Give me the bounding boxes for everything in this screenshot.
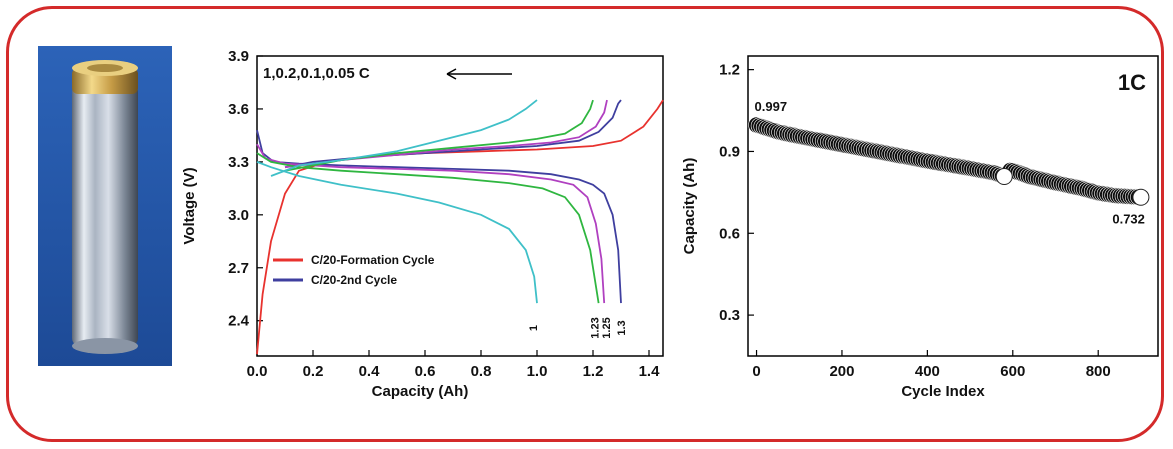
endpoint-capacity-label: 1.25: [601, 317, 613, 338]
x-tick-label: 0.0: [247, 363, 268, 380]
y-axis-label: Voltage (V): [181, 167, 198, 244]
x-tick-label: 1.4: [639, 363, 661, 380]
rate-label: 1C: [1118, 70, 1146, 95]
endpoint-capacity-label: 1: [528, 325, 540, 331]
cycle-data-points: [748, 116, 1150, 206]
x-tick-label: 800: [1086, 363, 1111, 380]
series-4-discharge-line: [256, 161, 538, 304]
y-tick-label: 2.4: [228, 313, 250, 330]
series-3-discharge-line: [256, 152, 600, 304]
cycle-capacity-chart: 0 200 400 600 800 0.3 0.6 0.9 1.2 Cycle Index Capa…: [681, 55, 1159, 400]
x-tick-label: 200: [829, 363, 854, 380]
arrow-head-icon: [446, 68, 457, 80]
rounded-frame: [6, 6, 1164, 442]
series-4-charge-line: [270, 99, 538, 177]
highlight-point: [1132, 188, 1150, 206]
series-0-charge-line: [256, 99, 664, 355]
x-tick-label: 400: [915, 363, 940, 380]
x-tick-label: 600: [1000, 363, 1025, 380]
x-tick-label: 1.2: [583, 363, 604, 380]
x-tick-label: 0.2: [303, 363, 324, 380]
battery-cell-photo: [38, 46, 172, 366]
y-tick-label: 0.3: [719, 307, 740, 324]
y-tick-label: 3.0: [228, 207, 249, 224]
x-axis-label: Capacity (Ah): [372, 383, 469, 400]
end-capacity-label: 0.732: [1112, 211, 1145, 226]
y-tick-label: 2.7: [228, 260, 249, 277]
series-2-charge-line: [284, 99, 608, 169]
y-tick-label: 0.9: [719, 143, 740, 160]
plot-frame: [747, 55, 1159, 357]
x-tick-label: 1.0: [527, 363, 548, 380]
y-axis-label: Capacity (Ah): [681, 158, 698, 255]
voltage-capacity-chart: 0.0 0.2 0.4 0.6 0.8 1.0 1.2 1.4 2.4 2.7 3.0 3.3 3.6 3…: [181, 48, 664, 400]
x-tick-label: 0: [752, 363, 760, 380]
highlight-point: [995, 168, 1013, 186]
y-tick-label: 3.3: [228, 154, 249, 171]
series-2-discharge-line: [256, 143, 606, 304]
y-tick-label: 1.2: [719, 62, 740, 79]
endpoint-capacity-label: 1.23: [590, 317, 602, 338]
x-axis-label: Cycle Index: [901, 383, 985, 400]
series-1-charge-line: [284, 99, 622, 169]
start-capacity-label: 0.997: [755, 99, 788, 114]
x-tick-label: 0.8: [471, 363, 492, 380]
plot-frame: [256, 55, 664, 357]
x-tick-label: 0.6: [415, 363, 436, 380]
rates-annotation: 1,0.2,0.1,0.05 C: [263, 65, 370, 82]
x-tick-label: 0.4: [359, 363, 381, 380]
y-tick-label: 3.9: [228, 48, 249, 65]
legend-label: C/20-Formation Cycle: [311, 253, 435, 267]
y-tick-label: 3.6: [228, 101, 249, 118]
y-tick-label: 0.6: [719, 225, 740, 242]
legend-label: C/20-2nd Cycle: [311, 273, 397, 287]
endpoint-capacity-label: 1.3: [616, 320, 628, 335]
